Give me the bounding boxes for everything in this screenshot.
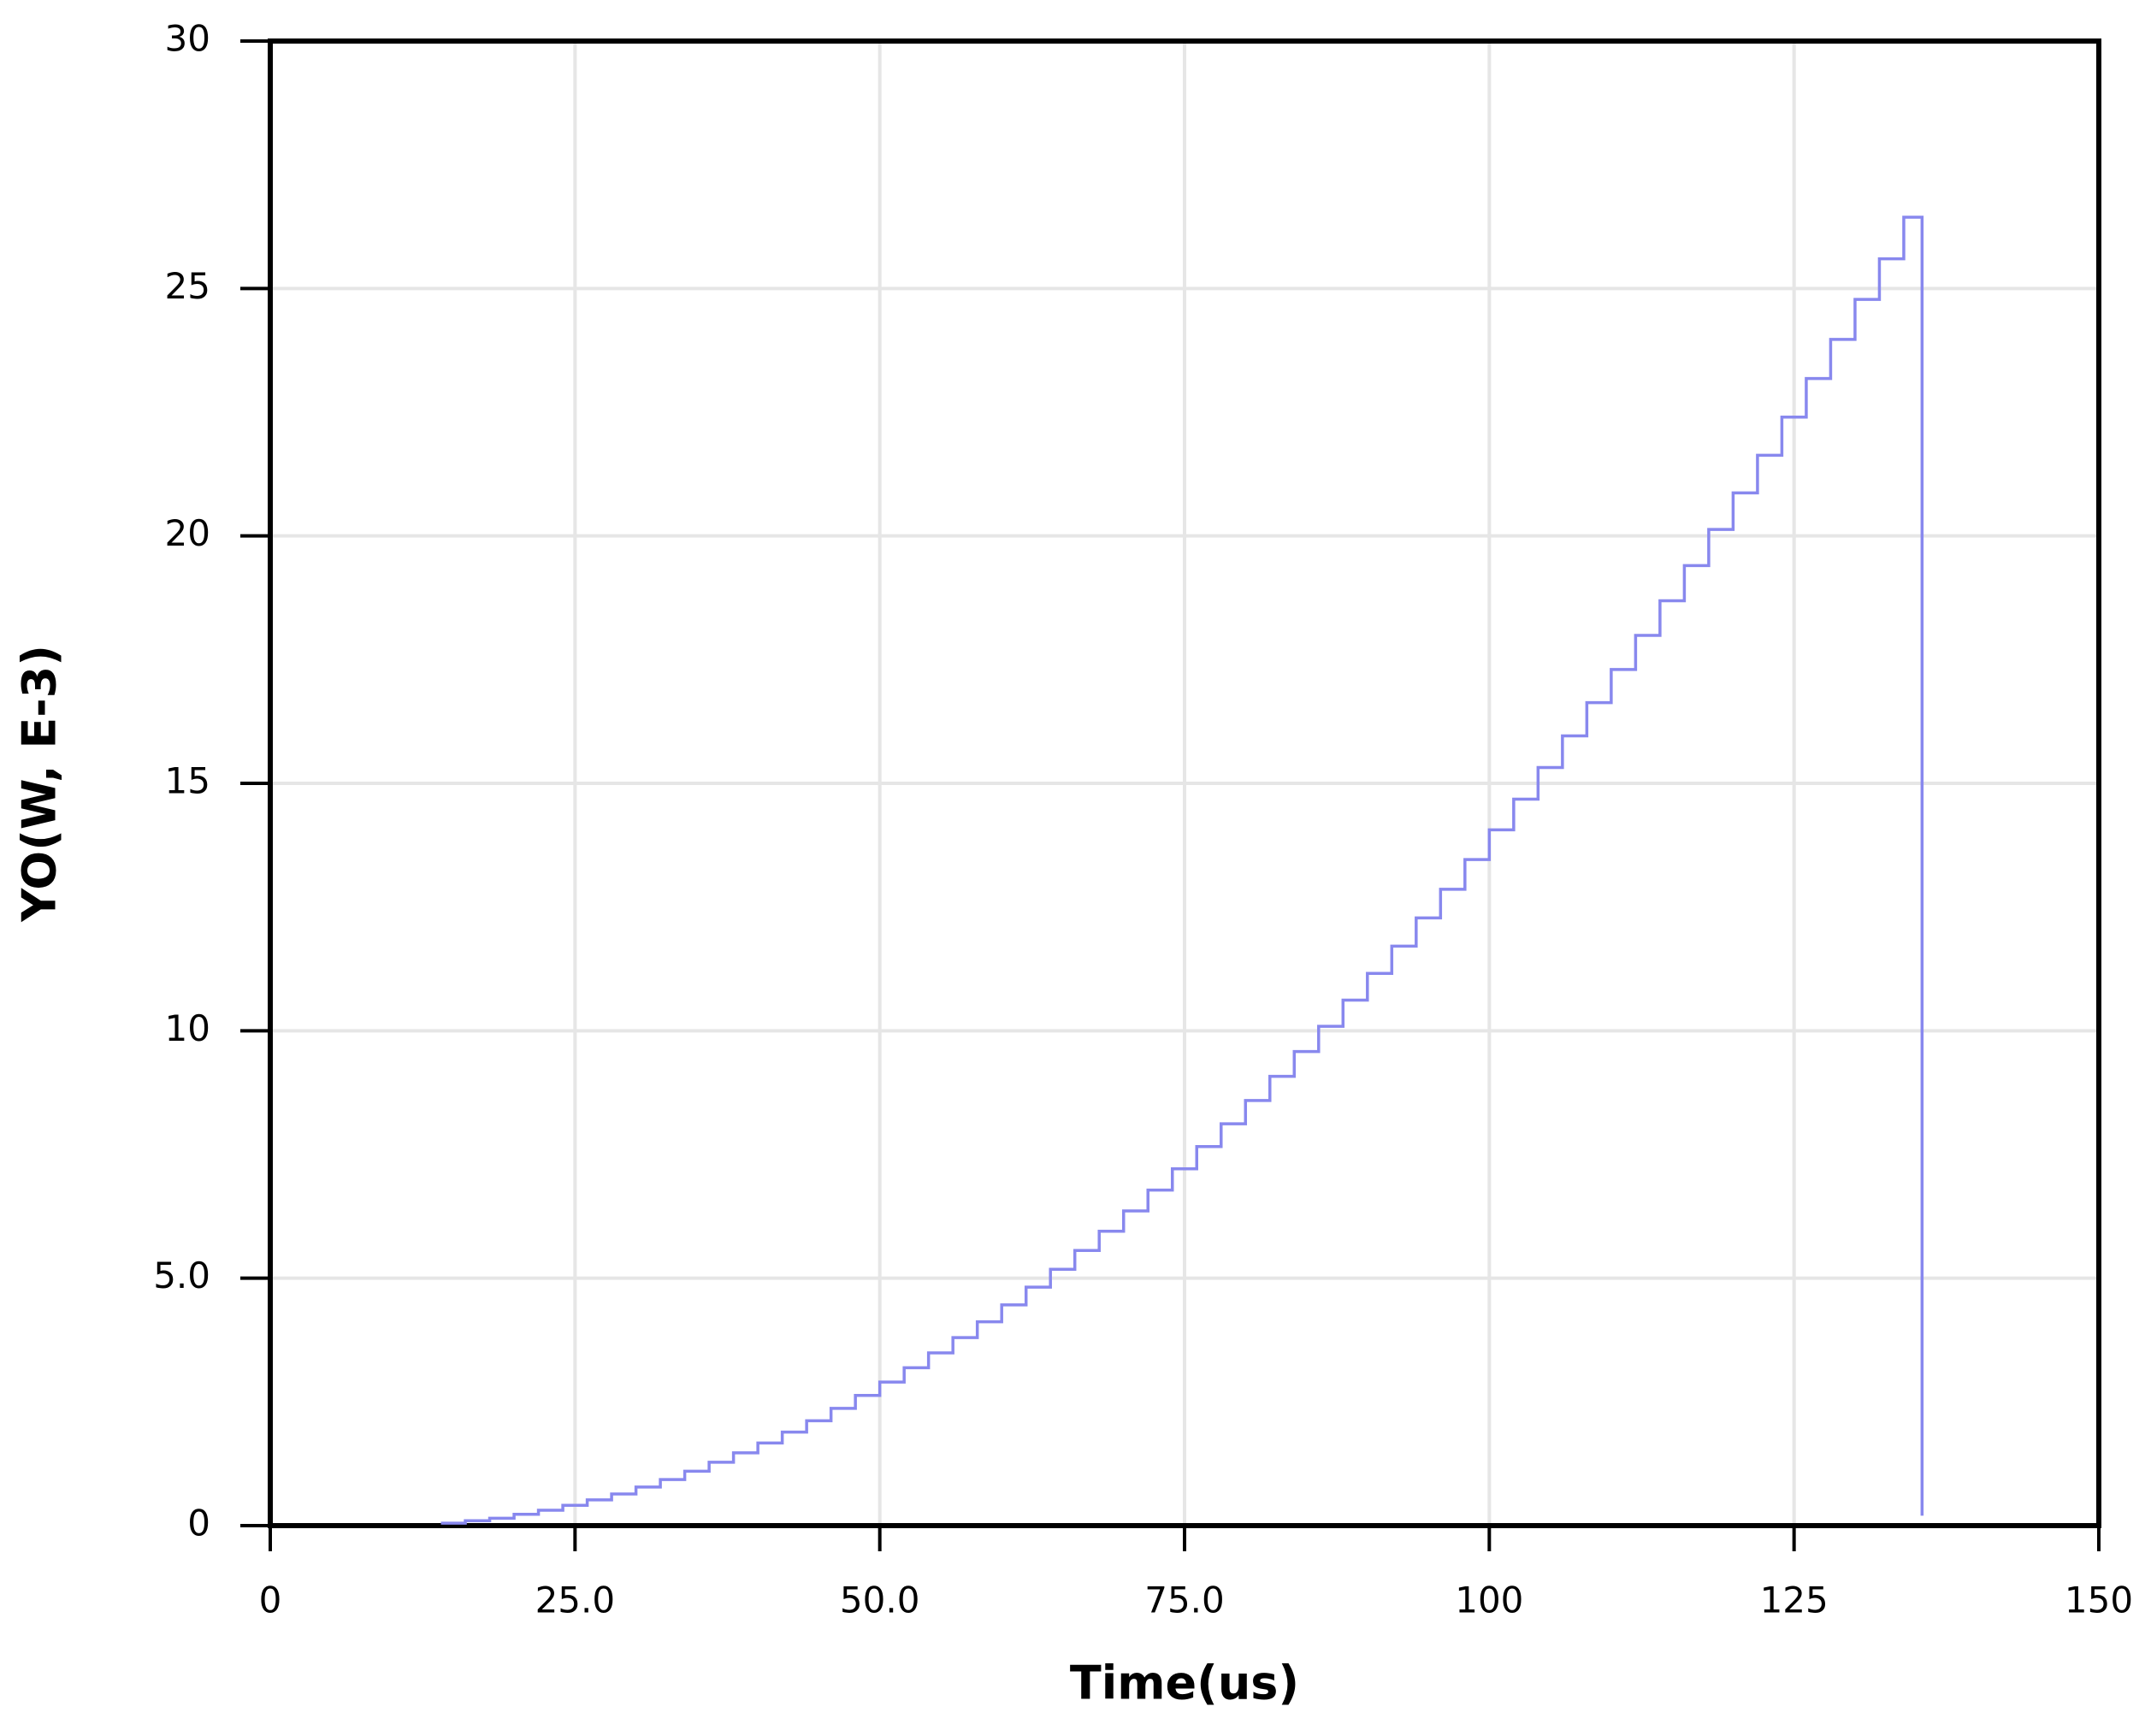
x-tick-label: 75.0 [1144, 1580, 1225, 1621]
data-line [440, 216, 1924, 1525]
x-tick-label: 25.0 [535, 1580, 616, 1621]
y-axis-label: YO(W, E-3) [13, 645, 67, 923]
y-tick-label: 20 [165, 512, 210, 554]
x-tick-label: 150 [2065, 1580, 2133, 1621]
y-tick-label: 0 [187, 1503, 210, 1544]
y-tick-label: 10 [165, 1007, 210, 1049]
x-tick-label: 100 [1455, 1580, 1523, 1621]
y-tick-label: 25 [165, 265, 210, 307]
plot-frame [268, 38, 2101, 1528]
x-axis-label: Time(us) [1070, 1656, 1299, 1710]
x-tick-label: 50.0 [840, 1580, 920, 1621]
y-tick-label: 30 [165, 18, 210, 60]
x-tick-label: 125 [1760, 1580, 1829, 1621]
y-tick-label: 15 [165, 760, 210, 802]
y-tick-label: 5.0 [153, 1255, 210, 1296]
x-tick-label: 0 [259, 1580, 282, 1621]
